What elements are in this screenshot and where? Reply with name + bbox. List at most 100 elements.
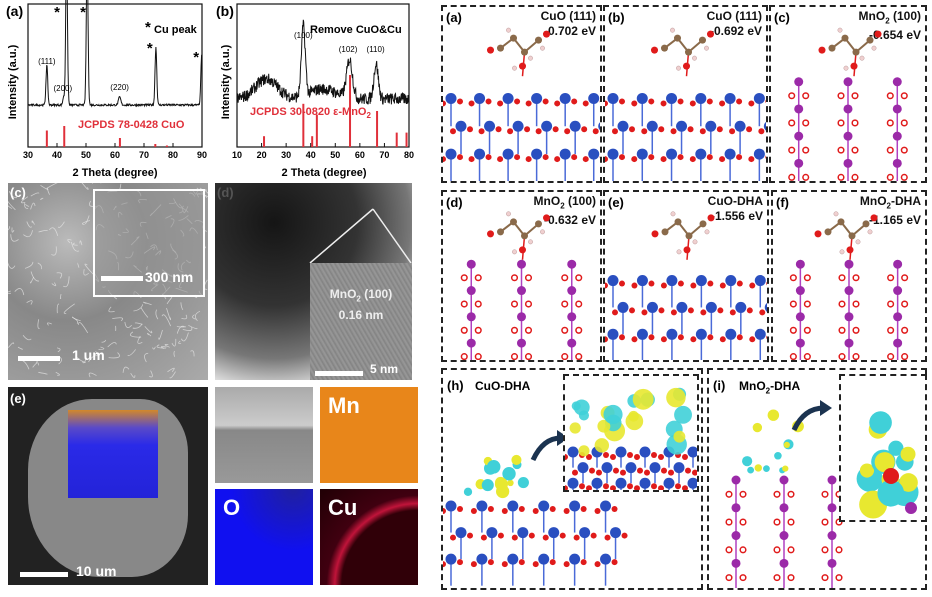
o-atom bbox=[497, 532, 504, 539]
oxygen-atom bbox=[846, 246, 854, 254]
isosurface-blob bbox=[674, 405, 693, 424]
o-atom bbox=[749, 336, 756, 343]
cu-atom bbox=[588, 148, 600, 160]
dft-panel: (c) MnO2 (100) -0.654 eV bbox=[769, 5, 927, 183]
cu-atom bbox=[455, 527, 467, 539]
isosurface-blob bbox=[869, 411, 892, 434]
o-atom bbox=[443, 100, 446, 107]
o-atom bbox=[582, 100, 589, 107]
carbon-atom bbox=[699, 36, 706, 44]
carbon-atom bbox=[674, 218, 682, 226]
oxygen-atom bbox=[543, 214, 550, 222]
o-atom bbox=[571, 154, 578, 161]
mn-atom bbox=[827, 558, 837, 568]
x-axis-label: 2 Theta (degree) bbox=[73, 167, 158, 179]
o-atom bbox=[707, 334, 714, 341]
mn-atom bbox=[827, 475, 837, 485]
hydrogen-atom bbox=[692, 55, 697, 61]
isosurface-blob bbox=[747, 466, 755, 474]
cu-atom bbox=[502, 92, 514, 104]
panel-title: CuO-DHA bbox=[475, 379, 531, 393]
mn-atom bbox=[843, 77, 853, 87]
o-atom bbox=[901, 326, 909, 334]
o-atom bbox=[682, 485, 688, 492]
o-atom bbox=[887, 300, 895, 308]
cu-atom bbox=[695, 328, 707, 340]
o-atom bbox=[592, 128, 599, 135]
hydrogen-atom bbox=[692, 239, 698, 245]
xrd-chart-b: (b) Intensity (a.u.) 2 Theta (degree) Re… bbox=[216, 3, 414, 179]
o-atom bbox=[564, 128, 571, 135]
cu-peak-marker: * bbox=[147, 40, 153, 57]
o-atom bbox=[613, 467, 619, 474]
o-atom bbox=[851, 92, 859, 100]
o-atom bbox=[900, 146, 908, 154]
mn-atom bbox=[567, 259, 577, 269]
o-atom bbox=[803, 300, 811, 308]
mn-atom bbox=[892, 104, 902, 114]
cu-atom bbox=[639, 477, 651, 489]
cu-atom bbox=[735, 301, 747, 313]
o-atom bbox=[660, 282, 667, 289]
o-atom bbox=[725, 546, 733, 554]
oxygen-atom bbox=[707, 214, 715, 222]
o-atom bbox=[605, 100, 608, 107]
isosurface-blob bbox=[742, 456, 753, 467]
sem-inset: 300 nm bbox=[93, 189, 205, 297]
o-atom bbox=[651, 452, 657, 458]
carbon-atom bbox=[661, 228, 669, 236]
o-atom bbox=[736, 280, 743, 287]
cu-atom bbox=[569, 553, 581, 565]
hydrogen-atom bbox=[855, 239, 861, 245]
o-atom bbox=[524, 274, 533, 282]
mn-atom bbox=[827, 503, 837, 513]
mn-atom bbox=[779, 503, 789, 513]
reference-label: JCPDS 78-0428 CuO bbox=[78, 119, 185, 131]
o-atom bbox=[619, 154, 625, 161]
o-atom bbox=[648, 334, 655, 341]
cu-atom bbox=[673, 462, 685, 474]
x-tick-label: 30 bbox=[281, 150, 291, 160]
cu-atom bbox=[607, 275, 619, 287]
o-atom bbox=[457, 98, 463, 105]
o-atom bbox=[474, 274, 482, 282]
mno2-slab-structure bbox=[460, 211, 583, 360]
o-atom bbox=[612, 128, 618, 135]
mn-atom bbox=[892, 77, 902, 87]
hydrogen-atom bbox=[676, 249, 682, 255]
cu-atom bbox=[601, 462, 613, 474]
mn-atom bbox=[794, 77, 804, 87]
o-atom bbox=[887, 274, 895, 282]
scale-bar-label: 1 um bbox=[72, 347, 105, 363]
charge-density-inset bbox=[562, 387, 715, 499]
o-atom bbox=[629, 307, 635, 314]
o-atom bbox=[835, 518, 843, 526]
o-atom bbox=[457, 506, 463, 512]
o-atom bbox=[852, 326, 860, 334]
carbon-atom bbox=[535, 220, 542, 228]
scale-bar bbox=[315, 371, 363, 376]
cu-atom bbox=[636, 275, 648, 287]
o-atom bbox=[788, 146, 796, 154]
o-atom bbox=[610, 454, 616, 460]
o-atom bbox=[580, 506, 587, 512]
hydrogen-atom bbox=[528, 239, 533, 245]
x-tick-label: 80 bbox=[404, 150, 414, 160]
o-atom bbox=[580, 559, 587, 566]
isosurface-blob bbox=[874, 452, 895, 473]
o-atom bbox=[835, 574, 843, 582]
o-atom bbox=[736, 98, 743, 105]
mn-atom bbox=[893, 259, 903, 269]
cu-atom bbox=[591, 477, 603, 489]
o-atom bbox=[443, 508, 446, 514]
o-atom bbox=[561, 300, 569, 308]
o-atom bbox=[900, 92, 908, 100]
mn-atom bbox=[466, 338, 476, 348]
hydrogen-atom bbox=[859, 55, 865, 61]
o-atom bbox=[766, 281, 767, 286]
mn-atom bbox=[466, 259, 476, 269]
o-atom bbox=[443, 561, 446, 568]
sem-image: (c) 300 nm 1 um bbox=[8, 183, 208, 380]
cu-atom bbox=[577, 462, 589, 474]
